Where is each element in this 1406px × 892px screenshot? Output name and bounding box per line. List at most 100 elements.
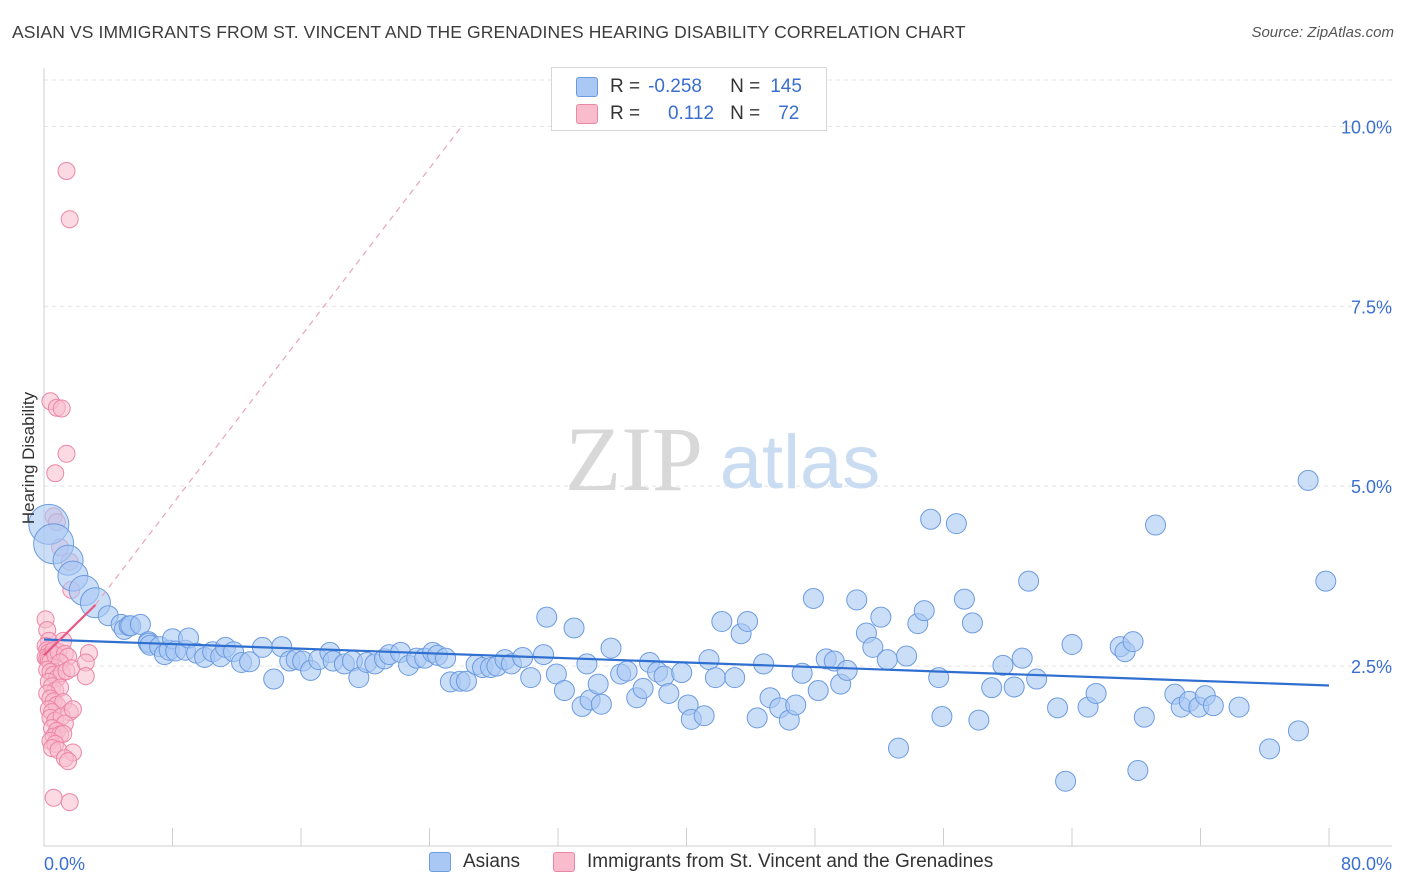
data-point-asians — [953, 588, 975, 610]
data-point-asians — [945, 513, 967, 535]
legend-swatch-asians — [429, 852, 451, 872]
data-point-asians — [1026, 668, 1048, 690]
data-point-asians — [981, 677, 1003, 699]
data-point-asians — [653, 665, 675, 687]
y-axis-label: Hearing Disability — [19, 391, 38, 524]
data-point-asians — [533, 644, 555, 666]
data-point-asians — [870, 606, 892, 628]
legend-r-label: R = — [610, 76, 641, 97]
data-point-asians — [658, 682, 680, 704]
watermark-atlas: atlas — [720, 420, 881, 505]
legend-item-asians[interactable]: Asians — [429, 851, 520, 873]
trend-line-immigrants — [43, 604, 97, 657]
data-point-asians — [1287, 720, 1309, 742]
data-point-asians — [239, 651, 261, 673]
data-point-asians — [1003, 676, 1025, 698]
legend-r-label: R = — [610, 103, 641, 124]
data-point-asians — [1047, 697, 1069, 719]
data-point-asians — [746, 707, 768, 729]
data-point-asians — [671, 662, 693, 684]
y-tick-label: 2.5% — [1351, 657, 1392, 677]
data-point-immigrants — [52, 399, 71, 418]
data-point-asians — [1085, 682, 1107, 704]
data-point-asians — [576, 653, 598, 675]
tick-labels: 2.5% 5.0% 7.5% 10.0% 0.0% 80.0% — [44, 117, 1392, 874]
chart-title: ASIAN VS IMMIGRANTS FROM ST. VINCENT AND… — [12, 22, 966, 42]
y-tick-label: 5.0% — [1351, 477, 1392, 497]
data-point-asians — [846, 589, 868, 611]
data-point-asians — [724, 667, 746, 689]
legend-label-asians: Asians — [463, 851, 521, 872]
data-point-asians — [704, 667, 726, 689]
data-point-asians — [263, 668, 285, 690]
data-point-immigrants — [59, 752, 78, 771]
grid-lines — [44, 79, 1392, 667]
data-point-immigrants — [44, 788, 63, 807]
data-point-immigrants — [63, 700, 82, 719]
legend-n-value: 145 — [770, 76, 802, 97]
data-point-asians — [1055, 770, 1077, 792]
data-point-asians — [1202, 695, 1224, 717]
legend-row-asians: R = -0.258 N = 145 — [576, 74, 802, 100]
legend-label-immigrants: Immigrants from St. Vincent and the Gren… — [587, 851, 994, 872]
data-point-asians — [791, 662, 813, 684]
data-point-asians — [862, 636, 884, 658]
data-point-asians — [1127, 759, 1149, 781]
data-point-asians — [1145, 514, 1167, 536]
series-legend: Asians Immigrants from St. Vincent and t… — [0, 851, 1406, 877]
data-point-asians — [961, 612, 983, 634]
data-point-asians — [931, 705, 953, 727]
correlation-legend: R = -0.258 N = 145 R = 0.112 N = 72 — [551, 67, 827, 131]
data-point-immigrants — [60, 793, 79, 812]
data-point-asians — [920, 508, 942, 530]
legend-swatch-asians — [576, 77, 598, 97]
data-point-asians — [698, 649, 720, 671]
y-tick-label: 10.0% — [1341, 117, 1392, 137]
trend-line-immigrants-extension — [94, 126, 463, 606]
data-point-asians — [632, 677, 654, 699]
legend-r-value: 0.112 — [667, 103, 715, 124]
data-point-asians — [1018, 570, 1040, 592]
legend-swatch-immigrants — [576, 104, 598, 124]
data-point-asians — [435, 647, 457, 669]
data-point-asians — [536, 606, 558, 628]
watermark-zip: ZIP — [565, 408, 703, 510]
x-tick-label-max: 80.0% — [1341, 854, 1392, 874]
data-point-asians — [520, 667, 542, 689]
series-asians-points — [28, 469, 1337, 792]
data-point-asians — [553, 680, 575, 702]
data-point-asians — [693, 705, 715, 727]
data-point-asians — [785, 694, 807, 716]
data-point-immigrants — [46, 464, 65, 483]
data-point-asians — [1011, 647, 1033, 669]
data-point-asians — [587, 673, 609, 695]
data-point-asians — [992, 654, 1014, 676]
data-point-asians — [1315, 570, 1337, 592]
legend-n-label: N = — [730, 103, 761, 124]
data-point-asians — [896, 645, 918, 667]
data-point-asians — [1061, 634, 1083, 656]
legend-swatch-immigrants — [553, 852, 575, 872]
trend-line-asians — [43, 638, 1330, 687]
legend-item-immigrants[interactable]: Immigrants from St. Vincent and the Gren… — [553, 851, 993, 873]
data-point-asians — [888, 737, 910, 759]
data-point-asians — [802, 587, 824, 609]
watermark: ZIP atlas — [565, 408, 880, 510]
axes — [43, 68, 1392, 847]
data-point-asians — [563, 617, 585, 639]
data-point-asians — [807, 680, 829, 702]
data-point-asians — [737, 610, 759, 632]
data-point-asians — [836, 659, 858, 681]
data-point-asians — [711, 610, 733, 632]
data-point-asians — [1259, 738, 1281, 760]
data-point-asians — [1122, 631, 1144, 653]
data-point-asians — [876, 649, 898, 671]
data-point-asians — [129, 613, 151, 635]
data-point-immigrants — [60, 210, 79, 229]
source-label: Source: ZipAtlas.com — [1251, 24, 1394, 41]
data-point-asians — [616, 660, 638, 682]
data-point-asians — [1228, 696, 1250, 718]
legend-r-value: -0.258 — [648, 76, 702, 97]
data-point-immigrants — [57, 444, 76, 463]
